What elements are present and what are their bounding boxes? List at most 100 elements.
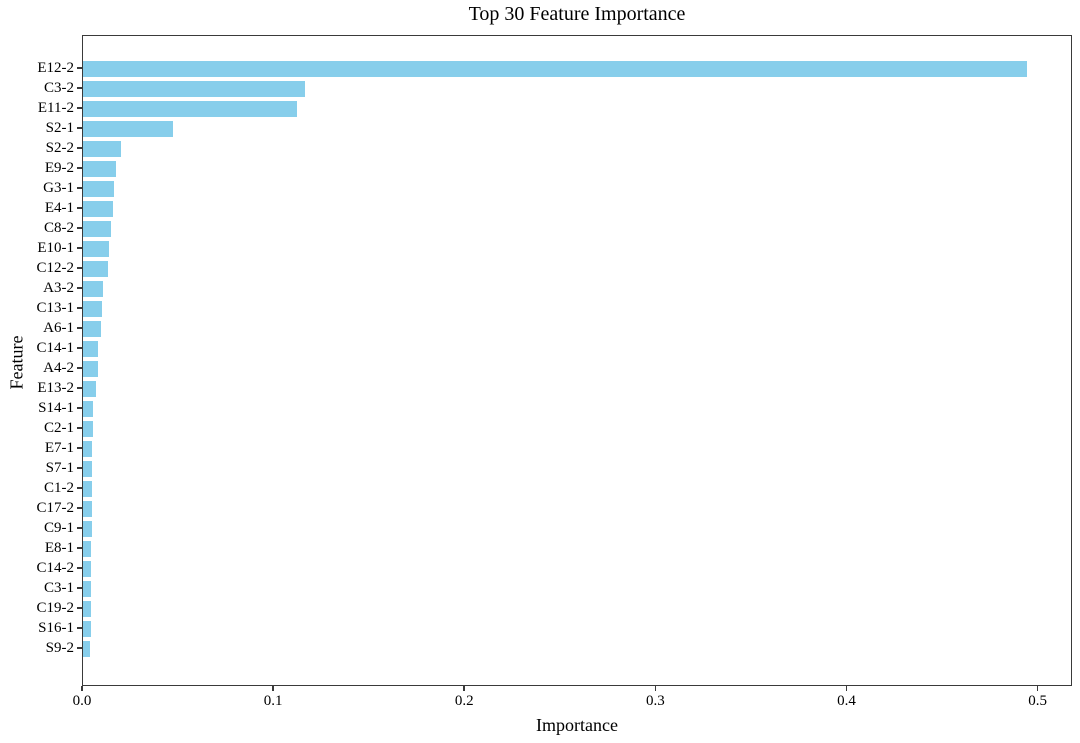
bar-s14-1 xyxy=(83,401,93,417)
bar-e12-2 xyxy=(83,61,1028,77)
bar-c19-2 xyxy=(83,601,91,617)
y-tick-label-s14-1: S14-1 xyxy=(38,399,74,416)
y-tick-mark xyxy=(77,607,82,609)
y-tick-label-c13-1: C13-1 xyxy=(36,299,75,316)
bar-s16-1 xyxy=(83,621,91,637)
y-tick-label-c12-2: C12-2 xyxy=(36,259,75,276)
y-tick-mark xyxy=(77,447,82,449)
y-tick-label-s2-1: S2-1 xyxy=(45,119,74,136)
bar-s2-2 xyxy=(83,141,122,157)
bar-c3-1 xyxy=(83,581,91,597)
y-tick-mark xyxy=(77,487,82,489)
y-tick-label-s16-1: S16-1 xyxy=(38,619,74,636)
bar-e9-2 xyxy=(83,161,116,177)
bar-c14-1 xyxy=(83,341,99,357)
bar-a3-2 xyxy=(83,281,104,297)
x-tick-mark xyxy=(81,686,83,691)
y-tick-mark xyxy=(77,307,82,309)
x-tick-label-0.5: 0.5 xyxy=(1028,693,1047,709)
y-tick-mark xyxy=(77,427,82,429)
y-tick-mark xyxy=(77,627,82,629)
y-tick-mark xyxy=(77,547,82,549)
y-tick-mark xyxy=(77,67,82,69)
y-tick-label-a3-2: A3-2 xyxy=(43,279,74,296)
y-tick-label-c14-2: C14-2 xyxy=(36,559,75,576)
y-tick-label-c9-1: C9-1 xyxy=(44,519,74,536)
y-tick-mark xyxy=(77,407,82,409)
bar-e10-1 xyxy=(83,241,109,257)
plot-area xyxy=(82,35,1072,686)
y-tick-mark xyxy=(77,87,82,89)
bar-s9-2 xyxy=(83,641,90,657)
x-tick-mark xyxy=(654,686,657,691)
bar-c3-2 xyxy=(83,81,305,97)
chart-title: Top 30 Feature Importance xyxy=(468,3,686,25)
bar-g3-1 xyxy=(83,181,114,197)
x-tick-label-0.2: 0.2 xyxy=(454,693,474,709)
y-tick-label-g3-1: G3-1 xyxy=(43,179,74,196)
y-tick-mark xyxy=(77,267,82,269)
y-tick-mark xyxy=(77,647,82,649)
x-tick-mark xyxy=(272,686,274,691)
x-tick-label-0.1: 0.1 xyxy=(263,693,283,709)
bar-a6-1 xyxy=(83,321,101,337)
bar-e7-1 xyxy=(83,441,93,457)
x-tick-label-0.4: 0.4 xyxy=(837,693,856,709)
y-tick-mark xyxy=(77,127,82,129)
y-tick-label-e8-1: E8-1 xyxy=(44,539,74,556)
y-tick-label-c19-2: C19-2 xyxy=(36,599,75,616)
y-tick-label-c14-1: C14-1 xyxy=(36,339,75,356)
y-tick-mark xyxy=(77,347,82,349)
y-tick-label-e11-2: E11-2 xyxy=(37,99,74,116)
y-tick-label-e7-1: E7-1 xyxy=(44,439,74,456)
bar-e11-2 xyxy=(83,101,298,117)
y-tick-mark xyxy=(77,287,82,289)
y-tick-label-e10-1: E10-1 xyxy=(37,239,74,256)
y-tick-mark xyxy=(77,507,82,509)
bar-c17-2 xyxy=(83,501,92,517)
y-tick-label-e13-2: E13-2 xyxy=(37,379,74,396)
bar-s7-1 xyxy=(83,461,93,477)
y-tick-mark xyxy=(77,387,82,389)
y-tick-label-c1-2: C1-2 xyxy=(44,479,74,496)
x-tick-mark xyxy=(1036,686,1039,691)
y-tick-mark xyxy=(77,587,82,589)
y-tick-mark xyxy=(77,227,82,229)
y-tick-mark xyxy=(77,367,82,369)
y-tick-label-c3-1: C3-1 xyxy=(44,579,74,596)
y-tick-label-e12-2: E12-2 xyxy=(37,59,74,76)
y-tick-label-c3-2: C3-2 xyxy=(44,79,74,96)
y-tick-label-e9-2: E9-2 xyxy=(44,159,74,176)
bar-s2-1 xyxy=(83,121,173,137)
y-tick-label-c8-2: C8-2 xyxy=(44,219,74,236)
bar-c13-1 xyxy=(83,301,103,317)
y-tick-mark xyxy=(77,527,82,529)
y-tick-label-a6-1: A6-1 xyxy=(43,319,74,336)
y-tick-label-s7-1: S7-1 xyxy=(45,459,74,476)
x-tick-label-0.3: 0.3 xyxy=(645,693,665,709)
bar-c8-2 xyxy=(83,221,111,237)
y-tick-mark xyxy=(77,187,82,189)
bar-c14-2 xyxy=(83,561,92,577)
x-tick-mark xyxy=(463,686,465,691)
y-tick-label-e4-1: E4-1 xyxy=(44,199,74,216)
y-tick-mark xyxy=(77,107,82,109)
bar-e4-1 xyxy=(83,201,113,217)
y-tick-label-s2-2: S2-2 xyxy=(45,139,74,156)
bar-e8-1 xyxy=(83,541,92,557)
bar-a4-2 xyxy=(83,361,98,377)
y-tick-mark xyxy=(77,247,82,249)
y-tick-mark xyxy=(77,167,82,169)
bar-e13-2 xyxy=(83,381,96,397)
bar-c12-2 xyxy=(83,261,109,277)
y-tick-mark xyxy=(77,467,82,469)
bar-c9-1 xyxy=(83,521,92,537)
x-tick-label-0.0: 0.0 xyxy=(72,693,92,709)
y-tick-mark xyxy=(77,207,82,209)
y-tick-label-a4-2: A4-2 xyxy=(43,359,74,376)
y-tick-label-c17-2: C17-2 xyxy=(36,499,75,516)
y-tick-mark xyxy=(77,327,82,329)
bar-c1-2 xyxy=(83,481,92,497)
y-tick-mark xyxy=(77,147,82,149)
